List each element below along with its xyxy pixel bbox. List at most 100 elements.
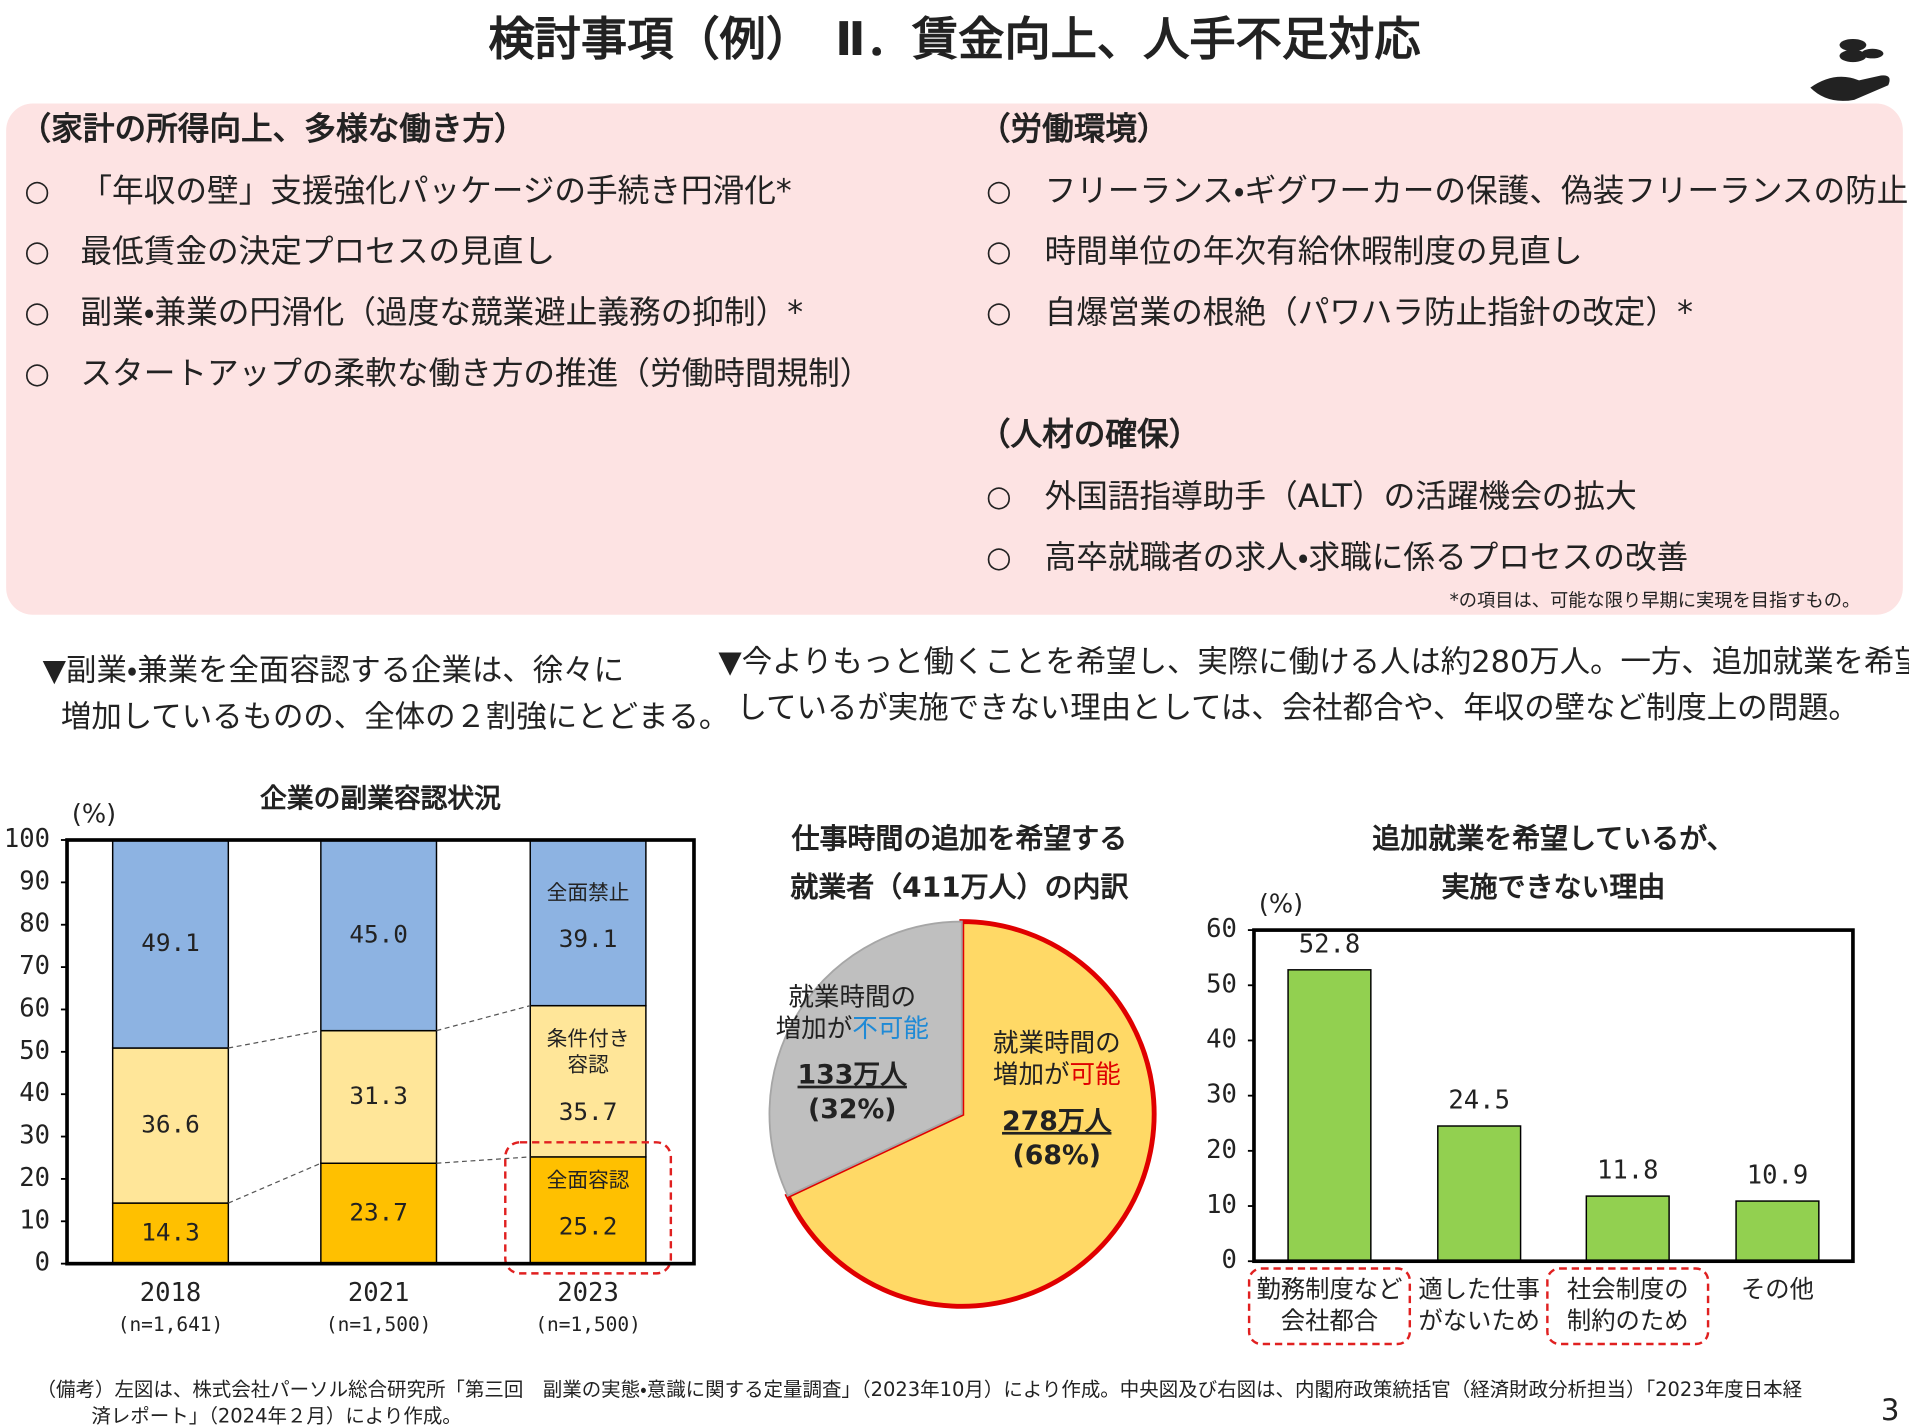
y-tick-label: 30: [19, 1121, 50, 1151]
slice-count: 278万人: [1002, 1106, 1112, 1137]
bar: [1437, 1125, 1522, 1262]
y-tick-label: 10: [1206, 1190, 1237, 1220]
bullet: ○: [24, 295, 49, 329]
pie-slice: [768, 920, 963, 1198]
segment-name: 条件付き容認: [546, 1027, 630, 1078]
y-unit: (%): [72, 800, 116, 830]
source-note: （備考）左図は、株式会社パーソル総合研究所「第三回 副業の実態・意識に関する定量…: [37, 1378, 1802, 1401]
x-tick-label: その他: [1741, 1274, 1814, 1303]
segment-name-box: 条件付き容認: [546, 1027, 630, 1078]
bar-segment: [320, 839, 438, 1032]
value-label: 52.8: [1299, 929, 1361, 959]
connector: [228, 1030, 321, 1049]
note-text: 増加しているものの、全体の２割強にとどまる。: [61, 700, 729, 735]
bar-segment: [529, 1156, 647, 1265]
value-label: 31.3: [349, 1081, 408, 1110]
bar-segment: [111, 839, 230, 1049]
x-tick-label: 2018: [140, 1278, 202, 1308]
value-label: 24.5: [1448, 1086, 1510, 1116]
bar-segment: [320, 1029, 438, 1164]
plot-frame: [65, 838, 696, 1266]
note-text: ▼副業・兼業を全面容認する企業は、徐々に: [43, 654, 624, 689]
note-text: ▼今よりもっと働くことを希望し、実際に働ける人は約280万人。一方、追加就業を希…: [718, 645, 1909, 680]
panel-item: 外国語指導助手（ALT）の活躍機会の拡大: [1045, 479, 1637, 515]
segment-name-box: 全面禁止: [546, 881, 630, 906]
y-tick-label: 40: [1206, 1024, 1237, 1054]
connector: [228, 1162, 322, 1204]
bullet: ○: [24, 356, 49, 390]
segment-name: 全面容認: [546, 1168, 630, 1194]
y-tick-label: 70: [19, 951, 50, 981]
slice-value-label: (68%): [1012, 1140, 1101, 1171]
plot-frame: [1252, 928, 1855, 1264]
slice-label-part: 増加が: [993, 1060, 1070, 1090]
chart-title: 企業の副業容認状況: [260, 783, 501, 814]
bar-segment: [320, 1162, 438, 1265]
bar: [1287, 969, 1372, 1262]
panel-item: 高卒就職者の求人・求職に係るプロセスの改善: [1045, 540, 1689, 576]
y-tick-label: 0: [35, 1248, 50, 1278]
x-tick-label: 社会制度の: [1567, 1274, 1689, 1303]
value-label: 10.9: [1747, 1161, 1809, 1191]
x-tick-label: 制約のため: [1567, 1306, 1689, 1335]
y-tick-label: 20: [1206, 1135, 1237, 1165]
slice-label: 増加が可能: [993, 1060, 1121, 1090]
bullet: ○: [986, 295, 1011, 329]
value-label: 35.7: [559, 1097, 618, 1126]
page-number: 3: [1881, 1393, 1900, 1427]
slice-label: 就業時間の: [993, 1029, 1121, 1059]
bullet: ○: [986, 173, 1011, 207]
page-title: 検討事項（例） Ⅱ．賃金向上、人手不足対応: [488, 12, 1420, 66]
hand-coins-icon: [1810, 38, 1890, 101]
panel-footnote: *の項目は、可能な限り早期に実現を目指すもの。: [1450, 590, 1861, 611]
x-tick-label: 勤務制度など: [1256, 1274, 1402, 1303]
section-heading: （労働環境）: [979, 111, 1169, 147]
x-tick-label: 2021: [348, 1278, 410, 1308]
section-heading: （人材の確保）: [979, 417, 1200, 453]
value-label: 49.1: [141, 928, 200, 957]
bar-segment: [111, 1202, 230, 1265]
panel-background: [6, 103, 1903, 615]
value-label: 45.0: [349, 919, 408, 948]
y-tick-label: 10: [19, 1205, 50, 1235]
panel-item: フリーランス・ギグワーカーの保護、偽装フリーランスの防止*: [1045, 173, 1909, 209]
value-label: 23.7: [349, 1197, 408, 1226]
y-unit: (%): [1259, 890, 1303, 920]
chart-title: 仕事時間の追加を希望する: [790, 822, 1127, 855]
panel-item: 「年収の壁」支援強化パッケージの手続き円滑化*: [80, 173, 791, 209]
bullet: ○: [986, 479, 1011, 513]
y-tick-label: 60: [19, 993, 50, 1023]
section-heading: （家計の所得向上、多様な働き方）: [20, 111, 526, 147]
y-tick-label: 20: [19, 1163, 50, 1193]
bar-segment: [529, 839, 647, 1007]
chart-title: 就業者（411万人）の内訳: [790, 871, 1128, 904]
slice-label-emphasis: 可能: [1070, 1060, 1121, 1090]
panel-item: 最低賃金の決定プロセスの見直し: [80, 234, 555, 270]
x-tick-label: がないため: [1418, 1306, 1540, 1335]
bullet: ○: [24, 234, 49, 268]
panel-item: 時間単位の年次有給休暇制度の見直し: [1045, 234, 1583, 270]
y-tick-label: 30: [1206, 1080, 1237, 1110]
segment-name: 全面禁止: [546, 881, 630, 906]
note-text: しているが実施できない理由としては、会社都合や、年収の壁など制度上の問題。: [737, 691, 1859, 726]
y-tick-label: 90: [19, 866, 50, 896]
x-tick-label: 適した仕事: [1418, 1274, 1540, 1303]
source-note: 済レポート」（2024年２月）により作成。: [91, 1405, 461, 1428]
slice-label: 増加が不可能: [776, 1014, 929, 1044]
bar-segment: [529, 1004, 647, 1158]
connector: [436, 1156, 531, 1164]
value-label: 36.6: [141, 1110, 200, 1139]
slice-label-part: 増加が: [776, 1014, 853, 1044]
panel-item: 自爆営業の根絶（パワハラ防止指針の改定）*: [1045, 295, 1693, 331]
slice-count: 133万人: [798, 1060, 908, 1091]
category-note: (n=1,500): [326, 1313, 432, 1336]
y-tick-label: 0: [1222, 1245, 1237, 1275]
bar: [1735, 1200, 1820, 1262]
bar: [1585, 1195, 1670, 1262]
highlight-box: [1546, 1267, 1710, 1346]
value-label: 25.2: [559, 1211, 618, 1240]
slice-label-emphasis: 不可能: [852, 1014, 929, 1044]
chart-title: 追加就業を希望しているが、: [1372, 822, 1734, 855]
